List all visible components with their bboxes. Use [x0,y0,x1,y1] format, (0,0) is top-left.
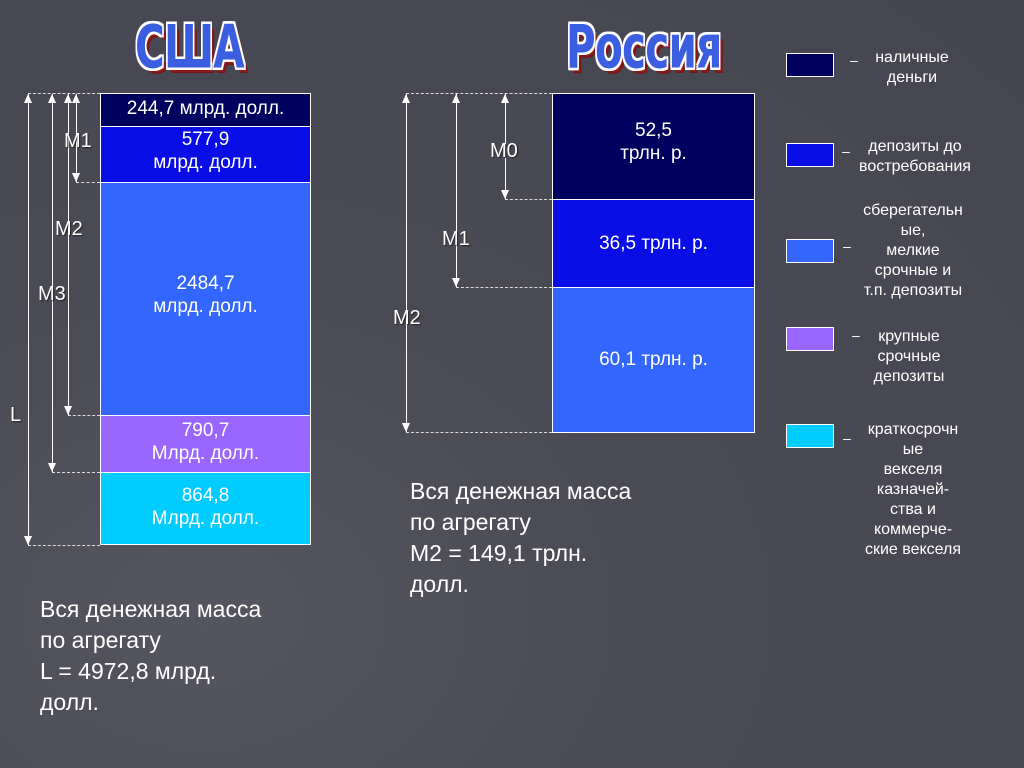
legend-label-short-term-bills-line-4: казначей- [876,481,950,498]
usa-guide-l [28,545,100,546]
russia-caption-line-1: Вся денежная масса [410,478,632,504]
usa-label-m2: M2 [55,218,83,240]
legend-label-cash-line-1: наличные [875,49,949,66]
legend-swatch-short-term-bills [786,424,834,448]
russia-block-demand-deposits: 36,5 трлн. р. [552,199,755,288]
usa-block-cash: 244,7 млрд. долл. [100,93,311,127]
usa-caption-line-2: по агрегату [40,627,161,653]
usa-arrow-m2 [64,94,72,415]
usa-block-large-time-deposits: 790,7 Млрд. долл. [100,415,311,473]
usa-block-demand-deposits-line-1: 577,9 [181,129,230,150]
usa-block-large-time-deposits-line-2: Млрд. долл. [151,443,260,464]
russia-caption-line-4: долл. [410,571,469,597]
russia-arrow-m1 [452,94,460,287]
usa-caption: Вся денежная масса по агрегату L = 4972,… [40,594,261,718]
usa-label-m1: M1 [64,130,92,152]
usa-guide-top [28,93,100,94]
usa-block-savings-line-2: млрд. долл. [153,296,258,317]
russia-title: Россия [566,13,722,83]
russia-block-savings: 60,1 трлн. р. [552,287,755,433]
usa-block-cash-line: 244,7 млрд. долл. [126,98,285,119]
usa-label-l: L [10,404,22,426]
russia-block-cash: 52,5 трлн. р. [552,93,755,200]
russia-label-m2: M2 [393,307,421,329]
legend-label-savings-line-2: ые, [900,222,926,239]
legend-label-demand-deposits-line-2: востребования [859,158,971,175]
usa-block-savings-line-1: 2484,7 [176,273,235,294]
russia-caption-line-2: по агрегату [410,509,531,535]
usa-block-demand-deposits: 577,9 млрд. долл. [100,126,311,183]
legend-swatch-savings [786,239,834,263]
russia-label-m1: M1 [442,228,470,250]
legend-label-savings-line-1: сберегательн [863,202,963,219]
russia-block-cash-line-2: трлн. р. [620,143,687,164]
legend-label-savings-line-5: т.п. депозиты [863,282,963,299]
russia-block-cash-line-1: 52,5 [635,120,672,141]
russia-block-demand-deposits-line-1: 36,5 трлн. р. [599,233,708,254]
legend-label-short-term-bills-line-7: ские векселя [864,541,962,558]
russia-label-m0: M0 [490,140,518,162]
usa-guide-m1 [76,182,100,183]
legend-dash-demand-deposits: – [842,143,850,159]
legend-label-short-term-bills: краткосрочн ые векселя казначей- ства и … [845,420,981,560]
russia-guide-top [406,93,552,94]
legend-label-large-time-deposits: крупные срочные депозиты [850,327,968,387]
legend-label-large-time-deposits-line-2: срочные [877,348,941,365]
legend-label-large-time-deposits-line-3: депозиты [873,368,945,385]
legend-swatch-large-time-deposits [786,327,834,351]
russia-arrow-m2 [402,94,410,432]
legend-label-short-term-bills-line-6: коммерче- [873,521,953,538]
usa-block-short-term-bills: 864,8 Млрд. долл. [100,472,311,545]
legend-dash-large-time-deposits: – [852,327,860,343]
usa-caption-line-3: L = 4972,8 млрд. [40,658,217,684]
russia-caption-line-3: M2 = 149,1 трлн. [410,540,588,566]
russia-arrow-m0 [501,94,509,199]
usa-title: США [135,13,245,83]
russia-guide-m1 [456,287,552,288]
legend-swatch-demand-deposits [786,143,834,167]
legend-swatch-cash [786,53,834,77]
usa-block-short-term-bills-line-2: Млрд. долл. [151,508,260,529]
russia-guide-m0 [505,199,552,200]
usa-caption-line-1: Вся денежная масса [40,596,262,622]
usa-block-savings: 2484,7 млрд. долл. [100,182,311,416]
legend-dash-savings: – [843,238,851,254]
usa-arrow-l [24,94,32,545]
legend-label-demand-deposits-line-1: депозиты до [868,138,962,155]
legend-label-short-term-bills-line-5: ства и [890,501,936,518]
usa-block-short-term-bills-line-1: 864,8 [181,485,230,506]
legend-label-savings-line-4: срочные и [874,262,952,279]
legend-label-cash: наличные деньги [852,48,972,88]
legend-label-large-time-deposits-line-1: крупные [878,328,940,345]
legend-label-savings: сберегательн ые, мелкие срочные и т.п. д… [845,201,981,301]
usa-arrow-m1 [72,94,80,182]
legend-dash-short-term-bills: – [843,430,851,446]
usa-block-large-time-deposits-line-1: 790,7 [181,420,230,441]
usa-guide-m2 [68,415,100,416]
usa-guide-m3 [52,472,100,473]
legend-label-cash-line-2: деньги [886,69,938,86]
usa-caption-line-4: долл. [40,689,99,715]
legend-label-short-term-bills-line-1: краткосрочн [867,421,959,438]
usa-block-demand-deposits-line-2: млрд. долл. [153,152,258,173]
russia-block-savings-line-1: 60,1 трлн. р. [599,349,708,370]
usa-arrow-m3 [48,94,56,472]
usa-label-m3: M3 [38,283,66,305]
legend-label-short-term-bills-line-2: ые [902,441,924,458]
legend-label-savings-line-3: мелкие [886,242,940,259]
legend-label-demand-deposits: депозиты до востребования [845,137,985,177]
russia-caption: Вся денежная масса по агрегату M2 = 149,… [410,476,631,600]
russia-guide-m2 [406,432,552,433]
legend-dash-cash: – [850,52,858,68]
legend-label-short-term-bills-line-3: векселя [883,461,943,478]
